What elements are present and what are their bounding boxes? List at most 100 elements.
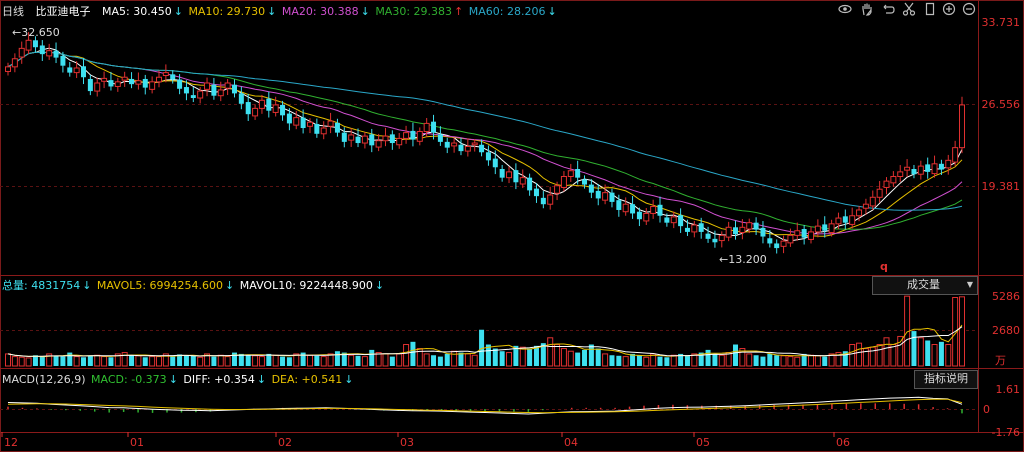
ma30-value: MA30: 29.383	[375, 5, 453, 18]
scissors-icon[interactable]	[902, 2, 916, 16]
indicator-dropdown[interactable]: 成交量 ▼	[872, 276, 978, 295]
ma10-line	[7, 51, 963, 237]
macd-axis-top: 1.61	[995, 383, 1021, 396]
candle-body-up	[883, 180, 890, 188]
volume-bar-up	[560, 348, 567, 367]
volume-bar-up	[917, 337, 924, 367]
candle-body-down	[231, 84, 237, 94]
candle-body-down	[53, 50, 59, 58]
volume-bar-up	[348, 354, 355, 367]
volume-bar-down	[678, 353, 684, 366]
volume-bar-down	[142, 357, 148, 366]
zoom-out-icon[interactable]	[962, 2, 976, 16]
date-label: 02	[278, 436, 292, 449]
candle-body-down	[678, 215, 684, 227]
volume-bar-up	[375, 352, 382, 367]
macd-axis-zero: 0	[983, 403, 990, 416]
candle-body-up	[224, 82, 231, 89]
candle-body-down	[733, 227, 739, 235]
volume-bar-up	[739, 348, 746, 367]
ma60-line	[7, 51, 963, 211]
volume-bar-up	[883, 337, 890, 367]
volume-bar-down	[533, 345, 539, 366]
total-volume: 总量: 4831754	[2, 279, 81, 292]
volume-bar-up	[423, 353, 430, 367]
volume-bar-down	[630, 353, 636, 366]
candle-body-up	[746, 222, 753, 230]
candle-body-up	[11, 58, 18, 68]
volume-bar-down	[698, 352, 704, 366]
stock-name: 比亚迪电子	[35, 5, 91, 18]
volume-bar-up	[258, 356, 265, 367]
candle-body-up	[602, 192, 609, 201]
candle-body-down	[190, 95, 196, 99]
candle-body-down	[170, 74, 176, 80]
undo-icon[interactable]	[881, 2, 895, 16]
diff-line	[7, 396, 963, 415]
volume-bar-up	[862, 348, 869, 367]
candle-body-down	[760, 227, 766, 237]
candle-body-up	[650, 206, 657, 214]
macd-header: MACD(12,26,9) MACD: -0.373 ↓ DIFF: +0.354…	[2, 372, 355, 388]
candle-body-up	[327, 120, 334, 127]
candle-body-down	[177, 79, 183, 89]
volume-bar-down	[437, 356, 443, 366]
indicator-help-button[interactable]: 指标说明	[914, 370, 978, 389]
bookmark-icon[interactable]	[923, 2, 937, 16]
candle-body-down	[527, 177, 533, 191]
volume-bar-down	[341, 352, 347, 366]
candle-body-up	[560, 176, 567, 188]
candle-body-up	[856, 209, 863, 217]
volume-axis-unit: 万	[995, 354, 1006, 367]
hand-icon[interactable]	[860, 2, 874, 16]
ma5-arrow: ↓	[173, 5, 183, 18]
zoom-in-icon[interactable]	[942, 2, 956, 16]
volume-bar-up	[746, 353, 753, 367]
candle-body-down	[575, 169, 581, 178]
volume-bar-down	[588, 344, 594, 366]
mavol5: MAVOL5: 6994254.600	[96, 279, 224, 292]
volume-bar-up	[567, 350, 574, 367]
candle-body-up	[849, 215, 856, 225]
volume-bar-down	[684, 355, 690, 366]
volume-bar-down	[211, 356, 217, 366]
mavol10: MAVOL10: 9224448.900	[239, 279, 373, 292]
date-label: 04	[564, 436, 578, 449]
candle-body-down	[39, 45, 45, 55]
candle-body-up	[876, 188, 883, 198]
period-label[interactable]: 日线	[2, 5, 24, 18]
candle-body-down	[938, 163, 944, 170]
eye-icon[interactable]	[838, 2, 852, 16]
volume-bar-down	[129, 355, 135, 366]
volume-bar-up	[959, 296, 965, 367]
ma5-value: MA5: 30.450	[102, 5, 172, 18]
volume-bar-up	[869, 346, 876, 367]
candle-body-down	[499, 169, 505, 178]
volume-bar-up	[547, 337, 554, 367]
price-axis-mid: 26.556	[981, 98, 1021, 111]
volume-bar-down	[938, 341, 944, 366]
volume-axis-mid: 2680	[992, 324, 1020, 337]
volume-bar-up	[814, 355, 821, 367]
candle-body-up	[348, 134, 355, 141]
candle-body-up	[101, 77, 108, 82]
volume-bar-up	[849, 344, 856, 367]
volume-bar-up	[204, 353, 211, 367]
volume-bar-up	[162, 353, 169, 367]
candle-body-down	[767, 238, 773, 244]
ma60-arrow: ↓	[547, 5, 557, 18]
candle-body-up	[25, 39, 32, 51]
volume-bar-up	[835, 352, 842, 367]
candle-body-down	[286, 113, 292, 124]
volume-bar-up	[890, 344, 897, 367]
volume-bar-down	[431, 355, 437, 366]
candle-body-up	[787, 234, 794, 244]
candle-body-down	[245, 102, 251, 115]
candle-body-down	[437, 134, 443, 142]
volume-bar-down	[664, 357, 670, 366]
candle-body-up	[808, 231, 815, 240]
volume-bar-up	[217, 354, 224, 367]
candle-body-up	[670, 216, 677, 224]
macd-series	[7, 396, 963, 415]
